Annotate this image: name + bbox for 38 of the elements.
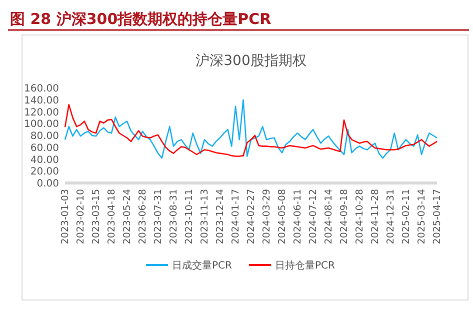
x-tick-label: 2023-07-31 bbox=[153, 189, 164, 244]
x-tick-label: 2024-11-28 bbox=[370, 189, 381, 244]
x-tick-label: 2024-03-29 bbox=[262, 189, 272, 244]
y-tick-label: 20.00 bbox=[30, 166, 59, 178]
x-tick-label: 2023-12-14 bbox=[215, 189, 226, 244]
y-tick-label: 140.00 bbox=[24, 95, 59, 106]
x-tick-label: 2024-06-11 bbox=[292, 189, 304, 244]
x-tick-label: 2023-04-18 bbox=[106, 189, 118, 244]
y-tick-label: 120.00 bbox=[24, 107, 59, 118]
chart-subtitle: 沪深300股指期权 bbox=[196, 53, 306, 69]
x-tick-label: 2024-07-12 bbox=[308, 189, 319, 244]
x-tick-label: 2023-02-10 bbox=[76, 189, 86, 244]
x-tick-label: 2023-06-28 bbox=[138, 189, 148, 244]
legend-label: 日成交量PCR bbox=[172, 260, 232, 272]
y-tick-label: 0.00 bbox=[36, 178, 59, 190]
x-tick-label: 2025-04-17 bbox=[432, 189, 443, 244]
legend-label: 日持仓量PCR bbox=[275, 260, 336, 272]
x-tick-label: 2023-01-03 bbox=[60, 189, 71, 244]
x-tick-label: 2024-01-17 bbox=[230, 189, 242, 244]
x-tick-label: 2023-05-24 bbox=[122, 189, 133, 244]
x-tick-label: 2024-05-08 bbox=[277, 189, 288, 244]
y-tick-label: 100.00 bbox=[24, 119, 59, 130]
y-tick-label: 40.00 bbox=[30, 154, 59, 166]
y-tick-label: 60.00 bbox=[30, 142, 59, 154]
x-tick-label: 2024-02-27 bbox=[246, 189, 257, 244]
chart-title: 图 28 沪深300指数期权的持仓量PCR bbox=[10, 10, 272, 28]
y-tick-label: 80.00 bbox=[30, 131, 59, 142]
x-tick-label: 2025-03-14 bbox=[416, 189, 428, 244]
x-tick-label: 2023-10-11 bbox=[184, 189, 195, 244]
x-tick-label: 2024-12-31 bbox=[386, 189, 396, 244]
y-tick-label: 160.00 bbox=[24, 84, 59, 94]
x-tick-label: 2025-02-11 bbox=[401, 189, 412, 244]
x-tick-label: 2023-11-13 bbox=[200, 189, 210, 244]
x-tick-label: 2024-08-14 bbox=[324, 189, 334, 244]
x-tick-label: 2023-03-15 bbox=[91, 189, 102, 244]
x-tick-label: 2023-08-31 bbox=[168, 189, 180, 244]
x-tick-label: 2024-10-28 bbox=[354, 189, 366, 244]
x-tick-label: 2024-09-18 bbox=[339, 189, 350, 244]
